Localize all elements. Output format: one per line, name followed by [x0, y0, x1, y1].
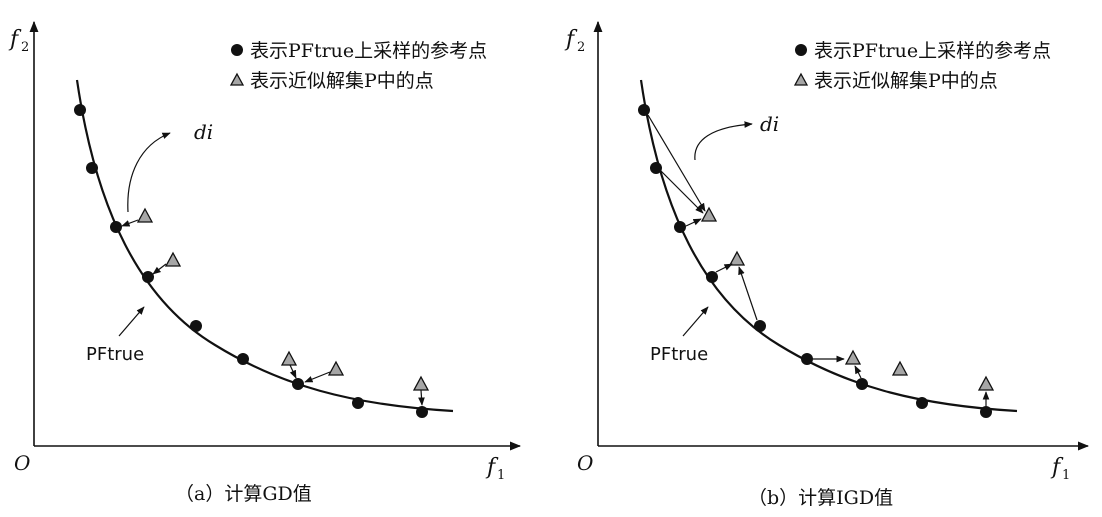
igd-arrow-b-1 — [647, 114, 706, 212]
legend-triangle-b — [793, 72, 809, 86]
reference-point-a-7 — [292, 378, 304, 390]
igd-arrow-b-5 — [738, 266, 758, 321]
y-axis-label-a: f — [8, 27, 22, 52]
solution-point-b-4 — [891, 360, 909, 376]
origin-label-a: O — [14, 451, 30, 475]
reference-point-b-8 — [916, 397, 928, 409]
pftrue-label-a: PFtrue — [86, 344, 144, 365]
gd-arrow-a-1 — [121, 219, 139, 227]
di-pointer-a — [127, 132, 171, 213]
x-axis-sub-b: 1 — [1062, 468, 1070, 483]
legend-text-b-2: 表示近似解集P中的点 — [814, 70, 998, 92]
solution-point-b-1 — [700, 206, 718, 222]
reference-point-b-2 — [650, 162, 662, 174]
reference-point-a-3 — [110, 221, 122, 233]
reference-point-b-9 — [980, 406, 992, 418]
di-label-a: di — [194, 120, 213, 144]
di-pointer-b — [694, 121, 753, 161]
reference-point-a-1 — [74, 104, 86, 116]
y-axis-label-b: f — [564, 27, 578, 52]
legend-triangle-a — [229, 72, 245, 86]
legend-text-a-2: 表示近似解集P中的点 — [250, 70, 434, 92]
reference-point-b-3 — [674, 221, 686, 233]
solution-point-a-2 — [164, 251, 182, 267]
legend-b: 表示PFtrue上采样的参考点 表示近似解集P中的点 — [793, 40, 1051, 92]
y-axis-sub-b: 2 — [577, 40, 585, 55]
reference-point-b-5 — [754, 320, 766, 332]
gd-arrow-a-3 — [289, 364, 297, 379]
gd-arrow-a-4 — [304, 371, 331, 383]
legend-circle-b — [795, 44, 807, 56]
reference-point-b-4 — [706, 271, 718, 283]
reference-point-b-6 — [801, 353, 813, 365]
igd-arrow-b-2 — [660, 170, 704, 214]
igd-arrow-b-3 — [685, 218, 702, 227]
y-axis-sub-a: 2 — [21, 40, 29, 55]
origin-label-b: O — [577, 451, 593, 475]
solution-point-b-5 — [977, 375, 995, 391]
reference-point-a-4 — [142, 271, 154, 283]
reference-point-a-8 — [352, 397, 364, 409]
solution-point-a-1 — [136, 207, 154, 223]
reference-point-a-2 — [86, 162, 98, 174]
reference-point-a-6 — [237, 353, 249, 365]
pftrue-label-b: PFtrue — [650, 344, 708, 365]
igd-arrow-b-4 — [715, 263, 733, 273]
solution-point-b-3 — [844, 349, 862, 365]
reference-point-a-9 — [416, 406, 428, 418]
legend-text-a-1: 表示PFtrue上采样的参考点 — [250, 40, 487, 62]
igd-arrow-b-7 — [854, 365, 862, 379]
pftrue-pointer-a — [118, 306, 145, 337]
legend-a: 表示PFtrue上采样的参考点 表示近似解集P中的点 — [229, 40, 487, 92]
solution-point-b-2 — [728, 250, 746, 266]
gd-arrow-a-5 — [418, 389, 425, 406]
reference-point-b-7 — [856, 378, 868, 390]
legend-text-b-1: 表示PFtrue上采样的参考点 — [814, 40, 1051, 62]
gd-arrow-a-2 — [152, 263, 167, 275]
reference-point-b-1 — [638, 104, 650, 116]
solution-point-a-5 — [412, 375, 430, 391]
solution-point-a-4 — [327, 360, 345, 376]
solution-point-a-3 — [280, 350, 298, 366]
legend-circle-a — [231, 44, 243, 56]
caption-a: （a）计算GD值 — [175, 483, 312, 505]
x-axis-sub-a: 1 — [497, 468, 505, 483]
di-label-b: di — [760, 112, 779, 136]
panel-b: f 2 f 1 O di PF — [564, 20, 1090, 509]
caption-b: （b）计算IGD值 — [748, 487, 893, 509]
reference-point-a-5 — [190, 320, 202, 332]
panel-a: f 2 f 1 O di PFtrue — [8, 20, 522, 505]
pftrue-pointer-b — [682, 306, 709, 337]
